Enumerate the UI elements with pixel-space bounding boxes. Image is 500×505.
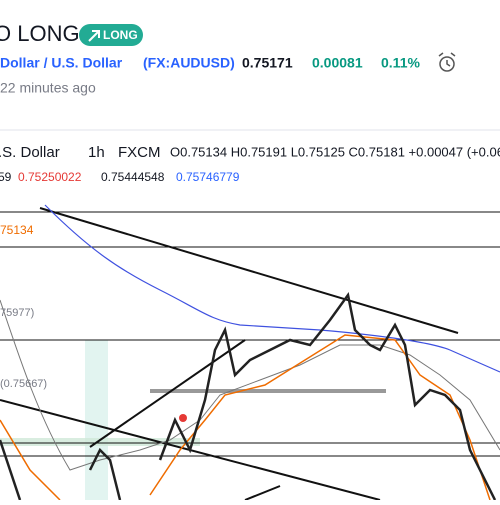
trend-line (39, 207, 459, 334)
legend-source: FXCM (118, 144, 161, 161)
zone (0, 438, 200, 446)
price-label: (0.75667) (0, 378, 47, 390)
indicator-value: 0.75250022 (18, 170, 82, 184)
price-candles (0, 291, 497, 501)
trend-line (89, 339, 246, 448)
change-pct: 0.11% (381, 55, 420, 71)
price-label: 75134 (0, 223, 34, 237)
marker (179, 414, 187, 422)
legend-name: .S. Dollar (0, 144, 60, 161)
moving-average (0, 299, 500, 471)
symbol-name[interactable]: Dollar / U.S. Dollar (0, 55, 123, 71)
legend-ohlc: O0.75134 H0.75191 L0.75125 C0.75181 +0.0… (170, 144, 500, 159)
price: 0.75171 (242, 55, 293, 71)
idea-title: O LONG (0, 21, 80, 46)
indicator-first: 59 (0, 170, 12, 184)
indicator-value: 0.75746779 (176, 170, 240, 184)
badge-text: LONG (103, 28, 138, 42)
change: 0.00081 (312, 55, 363, 71)
badge-icon (88, 30, 100, 42)
alarm-icon[interactable] (438, 52, 456, 72)
label-bg (0, 222, 38, 238)
badge (79, 24, 143, 46)
indicator-value: 0.75444548 (101, 170, 165, 184)
price-label: 75977) (0, 307, 34, 319)
timestamp: 22 minutes ago (0, 80, 96, 96)
trend-line (244, 485, 281, 501)
chart-area: 75134 75977) (0.75667) (0, 204, 500, 501)
ticker[interactable]: (FX:AUDUSD) (143, 55, 235, 71)
moving-average (44, 204, 500, 373)
legend-interval: 1h (88, 144, 105, 161)
zone (85, 340, 108, 500)
